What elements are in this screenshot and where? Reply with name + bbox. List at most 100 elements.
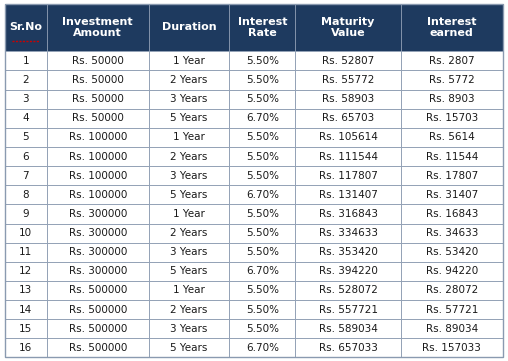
Text: Sr.No: Sr.No — [9, 22, 42, 32]
Bar — [296, 185, 401, 204]
Text: Rs. 117807: Rs. 117807 — [319, 171, 377, 181]
Text: Rs. 100000: Rs. 100000 — [69, 152, 127, 162]
Bar — [5, 147, 47, 166]
Text: 3: 3 — [22, 94, 29, 104]
Text: Rs. 394220: Rs. 394220 — [319, 266, 377, 276]
Text: Rs. 15703: Rs. 15703 — [426, 113, 478, 123]
Bar — [401, 204, 503, 223]
Text: Rs. 500000: Rs. 500000 — [69, 286, 127, 295]
Bar — [229, 185, 296, 204]
Bar — [5, 243, 47, 262]
Bar — [5, 70, 47, 90]
Text: Rs. 111544: Rs. 111544 — [319, 152, 377, 162]
Bar — [296, 338, 401, 357]
Bar — [401, 300, 503, 319]
Text: Rs. 589034: Rs. 589034 — [319, 324, 377, 334]
Text: Maturity
Value: Maturity Value — [322, 17, 375, 38]
Bar — [149, 262, 229, 281]
Text: Rs. 105614: Rs. 105614 — [319, 132, 377, 143]
Bar — [401, 51, 503, 70]
Text: Rs. 65703: Rs. 65703 — [322, 113, 374, 123]
Text: Rs. 300000: Rs. 300000 — [69, 209, 127, 219]
Text: 1 Year: 1 Year — [173, 286, 205, 295]
Text: Rs. 50000: Rs. 50000 — [72, 113, 123, 123]
Bar — [149, 90, 229, 109]
Bar — [296, 51, 401, 70]
Text: 5.50%: 5.50% — [246, 152, 279, 162]
Bar — [229, 262, 296, 281]
Bar — [401, 281, 503, 300]
Bar — [149, 338, 229, 357]
Text: 5 Years: 5 Years — [170, 343, 208, 353]
Bar — [229, 243, 296, 262]
Text: 6.70%: 6.70% — [246, 190, 279, 200]
Text: Interest
earned: Interest earned — [427, 17, 477, 38]
Bar — [229, 109, 296, 128]
Bar — [229, 90, 296, 109]
Text: 1: 1 — [22, 56, 29, 66]
Bar — [296, 243, 401, 262]
Bar — [149, 185, 229, 204]
Bar — [149, 51, 229, 70]
Bar — [47, 147, 149, 166]
Text: Rs. 11544: Rs. 11544 — [426, 152, 478, 162]
Text: 5 Years: 5 Years — [170, 113, 208, 123]
Text: 5.50%: 5.50% — [246, 171, 279, 181]
Bar — [47, 243, 149, 262]
Bar — [149, 128, 229, 147]
Text: Rs. 300000: Rs. 300000 — [69, 228, 127, 238]
Bar — [149, 166, 229, 185]
Text: Rs. 500000: Rs. 500000 — [69, 324, 127, 334]
Bar — [149, 223, 229, 243]
Text: 9: 9 — [22, 209, 29, 219]
Text: 5.50%: 5.50% — [246, 56, 279, 66]
Bar — [229, 166, 296, 185]
Bar — [5, 51, 47, 70]
Text: Rs. 34633: Rs. 34633 — [426, 228, 478, 238]
Text: 5.50%: 5.50% — [246, 94, 279, 104]
Text: 8: 8 — [22, 190, 29, 200]
Bar — [149, 147, 229, 166]
Text: 7: 7 — [22, 171, 29, 181]
Text: Rs. 28072: Rs. 28072 — [426, 286, 478, 295]
Bar — [296, 128, 401, 147]
Bar — [296, 4, 401, 51]
Text: 11: 11 — [19, 247, 33, 257]
Bar — [47, 166, 149, 185]
Bar — [296, 281, 401, 300]
Text: 15: 15 — [19, 324, 33, 334]
Text: 4: 4 — [22, 113, 29, 123]
Bar — [296, 166, 401, 185]
Bar — [5, 4, 47, 51]
Text: Interest
Rate: Interest Rate — [238, 17, 287, 38]
Bar — [229, 319, 296, 338]
Bar — [401, 147, 503, 166]
Text: 3 Years: 3 Years — [170, 247, 208, 257]
Bar — [401, 243, 503, 262]
Text: Rs. 50000: Rs. 50000 — [72, 56, 123, 66]
Bar — [229, 338, 296, 357]
Text: 6.70%: 6.70% — [246, 266, 279, 276]
Bar — [5, 128, 47, 147]
Text: Rs. 334633: Rs. 334633 — [319, 228, 377, 238]
Text: 5.50%: 5.50% — [246, 75, 279, 85]
Text: Rs. 300000: Rs. 300000 — [69, 247, 127, 257]
Text: 5.50%: 5.50% — [246, 305, 279, 314]
Text: Rs. 316843: Rs. 316843 — [319, 209, 377, 219]
Text: Rs. 55772: Rs. 55772 — [322, 75, 374, 85]
Text: Rs. 8903: Rs. 8903 — [429, 94, 474, 104]
Bar — [401, 4, 503, 51]
Bar — [296, 70, 401, 90]
Text: Rs. 557721: Rs. 557721 — [319, 305, 377, 314]
Bar — [149, 319, 229, 338]
Text: 2 Years: 2 Years — [170, 152, 208, 162]
Bar — [47, 51, 149, 70]
Text: 16: 16 — [19, 343, 33, 353]
Text: Rs. 5772: Rs. 5772 — [429, 75, 474, 85]
Bar — [47, 319, 149, 338]
Text: Rs. 300000: Rs. 300000 — [69, 266, 127, 276]
Bar — [401, 128, 503, 147]
Text: Rs. 17807: Rs. 17807 — [426, 171, 478, 181]
Bar — [47, 4, 149, 51]
Text: Rs. 100000: Rs. 100000 — [69, 171, 127, 181]
